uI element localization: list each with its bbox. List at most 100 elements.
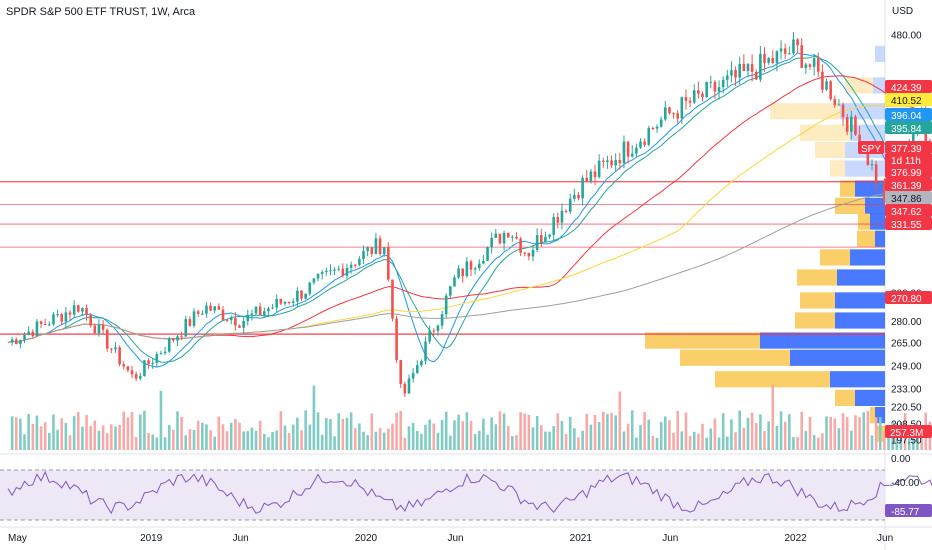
candle-body (643, 141, 646, 145)
volume-profile-up (837, 269, 885, 286)
candle-body (382, 247, 386, 254)
time-tick-label: 2021 (570, 533, 593, 544)
candle-body (246, 314, 250, 322)
candle-body (548, 234, 551, 237)
candle-body (138, 375, 142, 379)
volume-bar (697, 433, 700, 450)
candle-body (701, 93, 704, 98)
volume-bar (556, 413, 560, 450)
candle-body (461, 268, 465, 277)
volume-bar (325, 418, 328, 450)
symbol-tag-text: SPY (861, 144, 881, 155)
candle-body (159, 353, 163, 355)
volume-bar (366, 435, 369, 450)
volume-profile-down (795, 312, 835, 329)
volume-bar (597, 421, 601, 450)
candle-body (10, 339, 14, 343)
candle-body (457, 268, 460, 278)
rsi-tick-label: -40.00 (891, 478, 920, 489)
volume-bar (763, 430, 766, 450)
candle-body (535, 235, 539, 250)
candle-body (213, 306, 216, 311)
candle-body (788, 53, 791, 55)
volume-bar (779, 411, 783, 450)
price-label-badge (885, 178, 932, 191)
volume-bar (498, 411, 502, 450)
candle-body (258, 306, 262, 316)
volume-profile-up (845, 160, 885, 177)
volume-bar (176, 411, 179, 450)
candle-body (482, 260, 485, 264)
volume-bar (138, 414, 142, 450)
price-label-badge (885, 291, 932, 304)
candle-body (635, 147, 638, 154)
volume-bar (721, 413, 725, 450)
volume-bar (568, 416, 572, 450)
candle-body (506, 232, 510, 238)
volume-bar (672, 432, 675, 450)
volume-bar (205, 424, 208, 450)
volume-profile-up (865, 197, 885, 214)
volume-bar (622, 431, 626, 450)
volume-bar (444, 411, 448, 450)
candle-body (734, 70, 737, 78)
candle-body (143, 360, 146, 376)
price-tick-label: 249.00 (891, 361, 922, 372)
volume-bar (225, 431, 229, 450)
volume-bar (585, 413, 589, 450)
candle-body (630, 153, 634, 157)
candle-body (89, 314, 92, 326)
candle-body (184, 319, 188, 337)
candle-body (35, 321, 39, 337)
price-label-text: 410.52 (891, 96, 922, 107)
candle-body (151, 362, 154, 364)
candle-body (726, 75, 729, 80)
candle-body (808, 64, 812, 67)
candle-body (647, 128, 651, 145)
volume-bar (43, 422, 47, 450)
candle-body (651, 128, 655, 130)
candle-body (684, 97, 688, 101)
candle-body (76, 305, 80, 312)
volume-bar (457, 414, 460, 450)
volume-bar (184, 435, 188, 450)
candle-body (93, 325, 97, 334)
volume-bar (312, 385, 316, 450)
volume-bar (717, 437, 721, 450)
volume-bar (581, 430, 584, 450)
volume-bar (209, 430, 212, 450)
volume-bar (560, 420, 564, 450)
price-label-badge (885, 108, 932, 121)
volume-bar (614, 415, 617, 450)
candle-body (601, 160, 605, 163)
volume-bar (68, 435, 72, 450)
candle-body (465, 261, 469, 277)
volume-bar (436, 432, 440, 450)
candle-body (395, 318, 398, 361)
volume-bar (391, 423, 394, 450)
candle-body (56, 314, 59, 316)
candle-body (763, 53, 766, 63)
candle-body (692, 90, 696, 103)
volume-bar (415, 431, 419, 450)
candle-body (31, 331, 35, 337)
volume-bar (101, 425, 105, 450)
volume-bar (10, 416, 14, 450)
volume-profile-down (800, 124, 850, 141)
candle-body (52, 314, 55, 325)
chart-title: SPDR S&P 500 ETF TRUST, 1W, Arca (6, 6, 196, 18)
volume-label-badge (885, 425, 932, 438)
candle-body (614, 160, 617, 166)
volume-bar (72, 416, 76, 450)
volume-bar (296, 417, 299, 450)
volume-profile-down (797, 269, 837, 286)
price-label-text: 347.62 (891, 207, 922, 218)
candle-body (304, 293, 307, 299)
volume-profile-up (790, 349, 885, 366)
candle-body (564, 210, 568, 212)
volume-bar (829, 416, 832, 450)
candle-body (486, 247, 489, 261)
volume-bar (217, 416, 221, 450)
volume-bar (635, 437, 638, 450)
